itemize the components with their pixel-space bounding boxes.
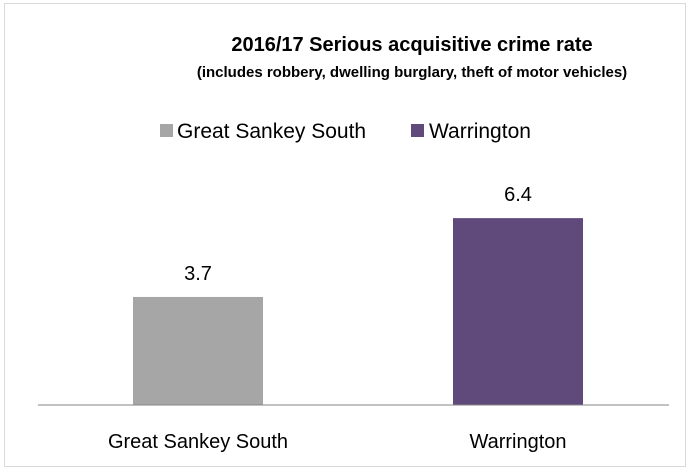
legend: Great Sankey South Warrington <box>160 120 531 143</box>
bar-great-sankey-south <box>133 296 263 405</box>
category-label-great-sankey-south: Great Sankey South <box>108 431 288 453</box>
category-label-warrington: Warrington <box>469 431 566 453</box>
legend-label-great-sankey-south: Great Sankey South <box>177 120 366 143</box>
data-label-great-sankey-south: 3.7 <box>184 263 212 285</box>
legend-swatch-warrington <box>411 124 424 137</box>
legend-label-warrington: Warrington <box>429 120 531 143</box>
chart-subtitle: (includes robbery, dwelling burglary, th… <box>197 64 627 81</box>
bars-group: 3.7 Great Sankey South 6.4 Warrington <box>108 184 583 453</box>
chart-title: 2016/17 Serious acquisitive crime rate <box>231 34 592 56</box>
legend-swatch-great-sankey-south <box>160 124 173 137</box>
data-label-warrington: 6.4 <box>504 184 532 206</box>
bar-warrington <box>453 218 583 405</box>
